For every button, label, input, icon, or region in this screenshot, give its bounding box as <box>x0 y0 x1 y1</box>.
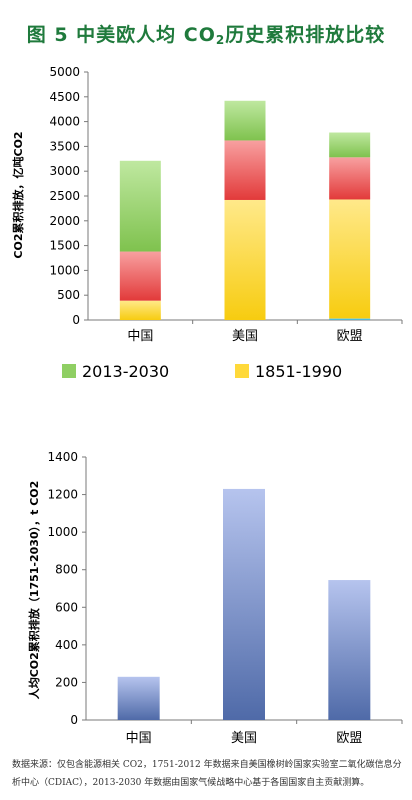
figure-title: 图 5 中美欧人均 CO2历史累积排放比较 <box>26 24 386 47</box>
chart2-category-label: 美国 <box>231 731 257 746</box>
chart1-ylabel: CO2累积排放，亿吨CO2 <box>11 131 25 258</box>
bar-segment-1991-2012 <box>119 251 161 301</box>
legend-label: 1851-1990 <box>255 362 342 381</box>
chart2-ylabel: 人均CO2累积排放（1751-2030），t CO2 <box>27 481 41 700</box>
chart2-category-label: 中国 <box>126 731 152 746</box>
bar-segment-1751-1850 <box>329 318 371 320</box>
chart1-y-tick-label: 0 <box>72 313 80 327</box>
bar-segment-2013-2030 <box>329 132 371 158</box>
chart2-y-tick-label: 200 <box>55 675 78 689</box>
chart1-y-tick-label: 3500 <box>49 139 80 153</box>
legend-swatch-2013-2030 <box>62 364 76 378</box>
chart1-y-tick-label: 4000 <box>49 115 80 129</box>
per-capita-bar-chart: 0 200 400 600 800 1000 1200 1400 中国 美国 欧盟 人均CO2累积… <box>27 450 403 746</box>
chart1-y-tick-label: 1000 <box>49 263 80 277</box>
per-capita-bar <box>223 488 265 720</box>
chart1-y-tick-label: 5000 <box>49 65 80 79</box>
chart2-y-tick-label: 1200 <box>47 488 78 502</box>
bar-segment-2013-2030 <box>119 160 161 252</box>
bar-segment-1851-1990 <box>119 300 161 320</box>
bar-segment-1851-1990 <box>329 199 371 319</box>
chart2-y-tick-label: 0 <box>70 713 78 727</box>
chart2-y-tick-label: 1400 <box>47 450 78 464</box>
bar-segment-2013-2030 <box>224 100 266 141</box>
chart1-y-tick-label: 500 <box>57 288 80 302</box>
bar-segment-1851-1990 <box>224 199 266 320</box>
data-source-note: 数据来源：仅包含能源相关 CO2，1751-2012 年数据来自美国橡树岭国家实… <box>12 760 402 788</box>
chart1-category-label: 中国 <box>127 329 153 344</box>
bar-segment-1991-2012 <box>224 140 266 200</box>
chart1-y-tick-label: 2500 <box>49 189 80 203</box>
chart1-y-tick-label: 4500 <box>49 90 80 104</box>
chart2-y-tick-label: 1000 <box>47 525 78 539</box>
chart1-y-tick-label: 2000 <box>49 214 80 228</box>
chart2-y-tick-label: 600 <box>55 600 78 614</box>
chart2-y-tick-label: 400 <box>55 638 78 652</box>
chart1-y-tick-label: 3000 <box>49 164 80 178</box>
legend-label: 2013-2030 <box>82 362 169 381</box>
per-capita-bar <box>328 580 371 720</box>
bar-segment-1991-2012 <box>329 157 371 200</box>
chart1-y-tick-label: 1500 <box>49 239 80 253</box>
chart2-y-tick-label: 800 <box>55 563 78 577</box>
chart1-category-label: 美国 <box>232 329 258 344</box>
chart1-category-label: 欧盟 <box>337 329 363 344</box>
per-capita-bar <box>117 676 160 720</box>
chart2-category-label: 欧盟 <box>336 731 362 746</box>
stacked-bar-chart: 0 500 1000 1500 2000 2500 3000 3500 4000 4500 5000… <box>11 65 403 381</box>
legend-swatch-1851-1990 <box>235 364 249 378</box>
